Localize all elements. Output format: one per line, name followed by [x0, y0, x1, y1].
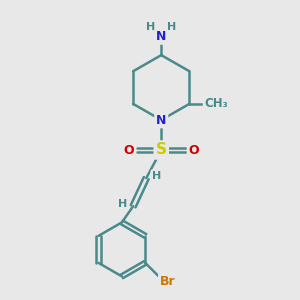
Text: H: H	[152, 171, 161, 181]
Text: O: O	[189, 143, 199, 157]
Text: H: H	[167, 22, 176, 32]
Text: H: H	[118, 200, 127, 209]
Text: Br: Br	[160, 275, 176, 288]
Text: CH₃: CH₃	[205, 98, 228, 110]
Text: N: N	[156, 30, 166, 43]
Text: H: H	[146, 22, 155, 32]
Text: N: N	[156, 113, 166, 127]
Text: O: O	[123, 143, 134, 157]
Text: S: S	[156, 142, 167, 158]
